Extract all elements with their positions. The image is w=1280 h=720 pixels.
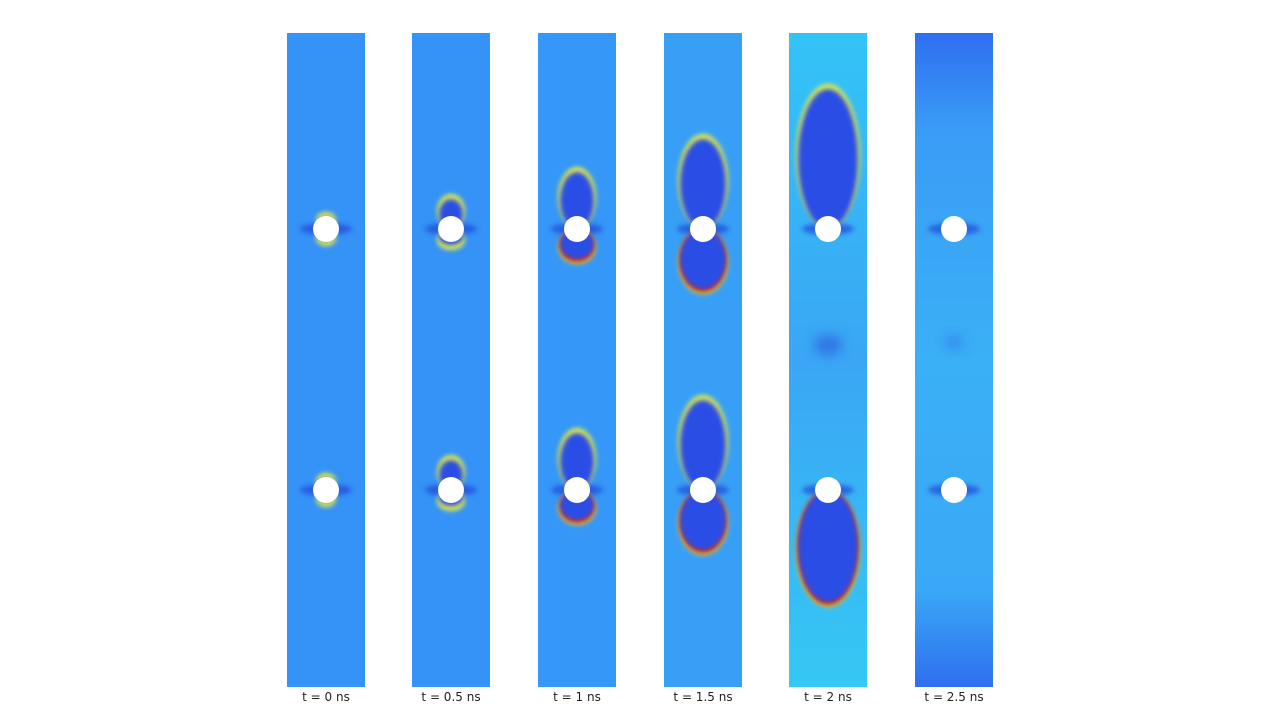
interference (944, 334, 964, 350)
lobe (680, 229, 726, 289)
panel-bg (412, 33, 490, 687)
panel (412, 33, 490, 687)
hole (438, 216, 464, 242)
panel-bg (538, 33, 616, 687)
lobe (560, 433, 594, 490)
lobe (680, 490, 726, 550)
interference (814, 335, 842, 355)
lobe (560, 172, 594, 229)
panel-label: t = 2 ns (804, 690, 852, 704)
lobe (680, 400, 726, 490)
hole (815, 216, 841, 242)
panel (287, 33, 365, 687)
panel (789, 33, 867, 687)
panel-bg (287, 33, 365, 687)
panel-bg (915, 33, 993, 687)
hole (815, 477, 841, 503)
hole (690, 477, 716, 503)
panel (664, 33, 742, 687)
panel-label: t = 1 ns (553, 690, 601, 704)
lobe (798, 490, 858, 602)
hole (941, 216, 967, 242)
panel-label: t = 0.5 ns (421, 690, 480, 704)
hole (564, 477, 590, 503)
panel (538, 33, 616, 687)
panel (915, 33, 993, 687)
hole (564, 216, 590, 242)
panel-label: t = 2.5 ns (924, 690, 983, 704)
panel-label: t = 0 ns (302, 690, 350, 704)
hole (438, 477, 464, 503)
lobe (798, 89, 858, 229)
hole (690, 216, 716, 242)
lobe (680, 139, 726, 229)
panel-label: t = 1.5 ns (673, 690, 732, 704)
panel-bg (664, 33, 742, 687)
hole (313, 477, 339, 503)
hole (313, 216, 339, 242)
hole (941, 477, 967, 503)
